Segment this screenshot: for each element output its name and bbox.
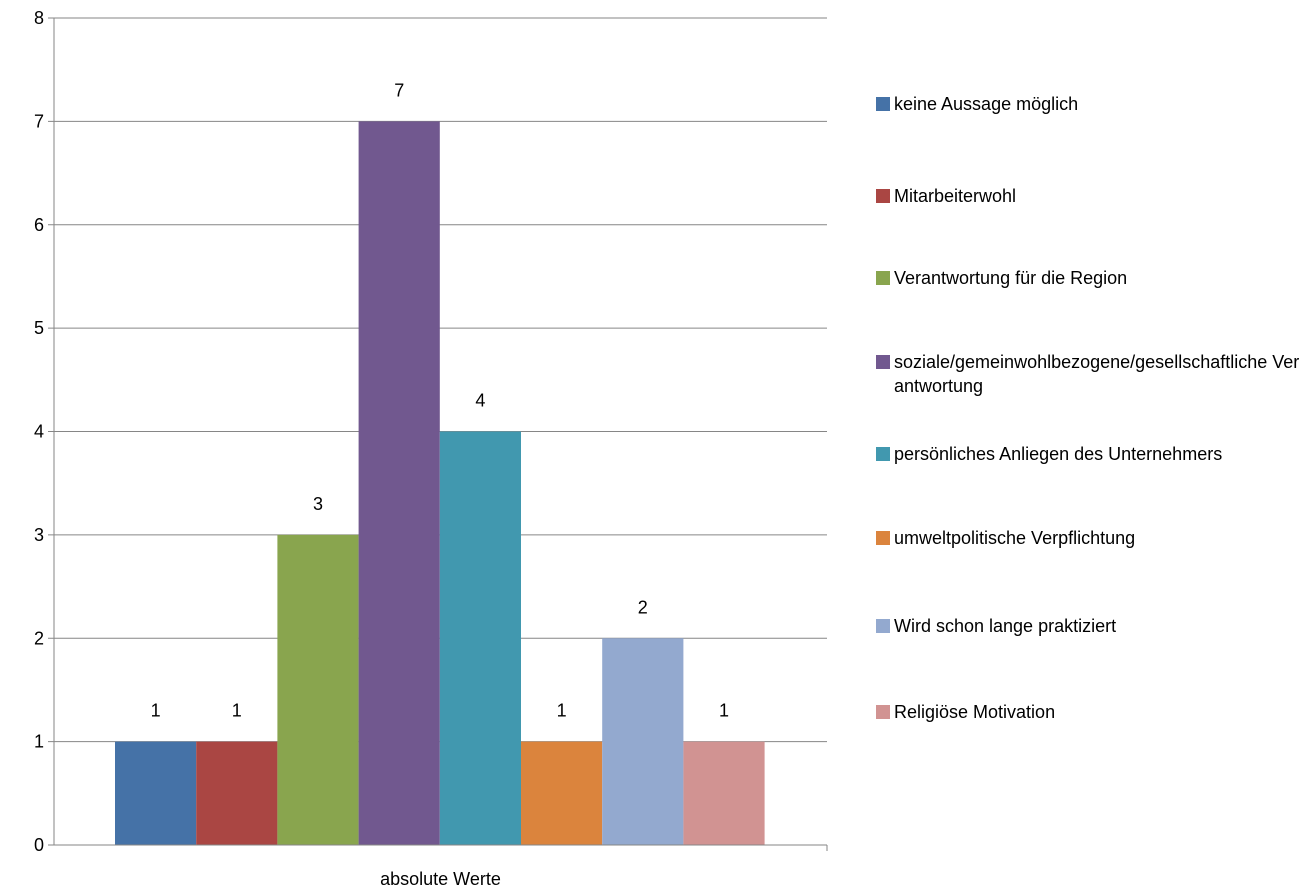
legend-item: Religiöse Motivation	[876, 700, 1308, 724]
legend-swatch	[876, 619, 890, 633]
bar	[358, 121, 440, 845]
y-tick-label: 3	[34, 525, 44, 545]
legend-swatch	[876, 447, 890, 461]
bar	[683, 741, 765, 845]
legend-label: Wird schon lange praktiziert	[894, 616, 1117, 636]
data-label: 2	[638, 597, 648, 617]
data-labels: 1 1 3 7 4 1 2 1	[151, 80, 729, 720]
legend-label: Mitarbeiterwohl	[894, 186, 1017, 206]
bar-chart: 0 1 2 3 4 5 6 7 8 1 1 3 7 4 1 2 1 absolute Werte	[34, 8, 828, 889]
y-tick-labels: 0 1 2 3 4 5 6 7 8	[34, 8, 44, 855]
y-tick-label: 8	[34, 8, 44, 28]
legend-label: persönliches Anliegen des Unternehmers	[894, 444, 1223, 464]
legend-item: Mitarbeiterwohl	[876, 184, 1308, 208]
legend-swatch	[876, 189, 890, 203]
legend-label: Religiöse Motivation	[894, 702, 1056, 722]
legend: keine Aussage möglich Mitarbeiterwohl Vera…	[876, 0, 1308, 891]
axes	[48, 17, 828, 851]
legend-item: keine Aussage möglich	[876, 92, 1308, 116]
y-tick-label: 7	[34, 111, 44, 131]
data-label: 7	[394, 80, 404, 100]
y-tick-label: 5	[34, 318, 44, 338]
legend-item: Wird schon lange praktiziert	[876, 614, 1308, 638]
legend-swatch	[876, 355, 890, 369]
data-label: 1	[232, 701, 242, 721]
legend-item: soziale/gemeinwohlbezogene/gesellschaftl…	[876, 350, 1308, 398]
legend-item: persönliches Anliegen des Unternehmers	[876, 442, 1308, 466]
legend-label: keine Aussage möglich	[894, 94, 1079, 114]
y-tick-label: 2	[34, 628, 44, 648]
legend-swatch	[876, 271, 890, 285]
legend-item: umweltpolitische Verpflichtung	[876, 526, 1308, 550]
bar	[439, 431, 521, 845]
legend-item: Verantwortung für die Region	[876, 266, 1308, 290]
legend-swatch	[876, 97, 890, 111]
bar	[196, 741, 278, 845]
legend-swatch	[876, 531, 890, 545]
data-label: 1	[719, 701, 729, 721]
legend-swatch	[876, 705, 890, 719]
legend-label: soziale/gemeinwohlbezogene/gesellschaftl…	[894, 352, 1300, 396]
data-label: 1	[151, 701, 161, 721]
x-category-label: absolute Werte	[380, 869, 501, 889]
legend-label: umweltpolitische Verpflichtung	[894, 528, 1136, 548]
x-category-labels: absolute Werte	[380, 869, 501, 889]
bar	[602, 638, 684, 845]
legend-label: Verantwortung für die Region	[894, 268, 1128, 288]
y-tick-label: 6	[34, 215, 44, 235]
y-tick-label: 4	[34, 422, 44, 442]
bars	[115, 121, 765, 845]
bar	[115, 741, 197, 845]
data-label: 3	[313, 494, 323, 514]
y-tick-label: 0	[34, 835, 44, 855]
y-tick-label: 1	[34, 732, 44, 752]
data-label: 1	[557, 701, 567, 721]
bar	[277, 534, 359, 845]
data-label: 4	[475, 391, 485, 411]
bar	[521, 741, 603, 845]
